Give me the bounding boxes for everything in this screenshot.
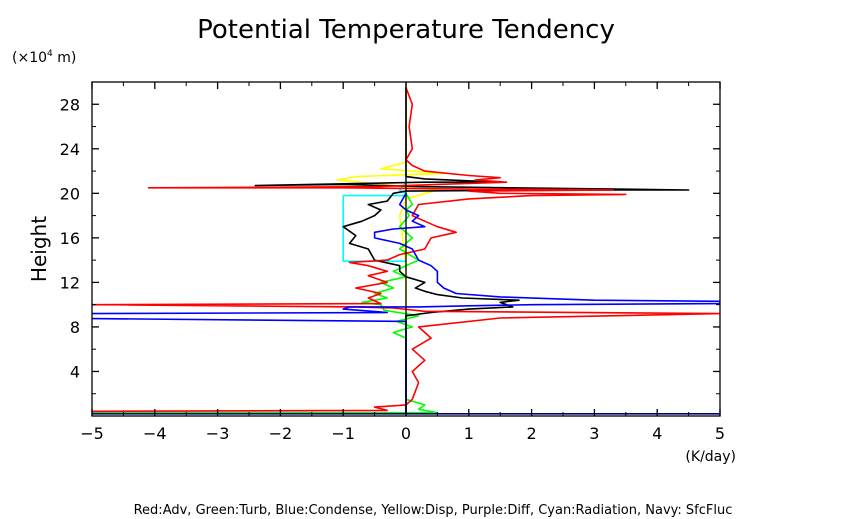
y-tick-label: 4 — [70, 362, 80, 381]
x-tick-label: 2 — [527, 424, 537, 443]
y-unit-prefix: (×10 — [12, 50, 47, 66]
x-tick-label: 4 — [652, 424, 662, 443]
x-tick-label: −3 — [206, 424, 230, 443]
y-tick-label: 8 — [70, 318, 80, 337]
y-unit-suffix: m) — [53, 50, 77, 66]
y-tick-label: 16 — [60, 229, 80, 248]
x-tick-label: 0 — [401, 424, 411, 443]
y-axis-label: Height — [27, 216, 51, 282]
y-tick-label: 12 — [60, 273, 80, 292]
x-tick-label: −5 — [80, 424, 104, 443]
series-line-yellow-disp — [336, 87, 445, 414]
y-unit-exponent: 4 — [47, 49, 53, 59]
series-line-red-adv — [92, 87, 720, 413]
x-tick-label: 3 — [589, 424, 599, 443]
y-tick-label: 28 — [60, 95, 80, 114]
chart-title: Potential Temperature Tendency — [197, 15, 615, 45]
y-unit-label: (×104 m) — [12, 49, 76, 66]
x-tick-labels: −5 −4 −3 −2 −1 0 1 2 3 4 5 — [80, 424, 725, 443]
x-tick-label: 1 — [464, 424, 474, 443]
x-tick-label: 5 — [715, 424, 725, 443]
y-tick-labels: 4 8 12 16 20 24 28 — [60, 95, 80, 381]
x-tick-label: −4 — [143, 424, 167, 443]
y-tick-label: 20 — [60, 184, 80, 203]
x-tick-label: −2 — [269, 424, 293, 443]
y-tick-label: 24 — [60, 140, 80, 159]
x-tick-label: −1 — [331, 424, 355, 443]
series-layer — [92, 87, 720, 415]
series-line-black — [254, 87, 690, 413]
series-line-blue-condense — [92, 192, 720, 413]
x-axis-label: (K/day) — [685, 449, 736, 465]
legend-text: Red:Adv, Green:Turb, Blue:Condense, Yell… — [134, 503, 733, 518]
tick-layer — [91, 82, 721, 416]
